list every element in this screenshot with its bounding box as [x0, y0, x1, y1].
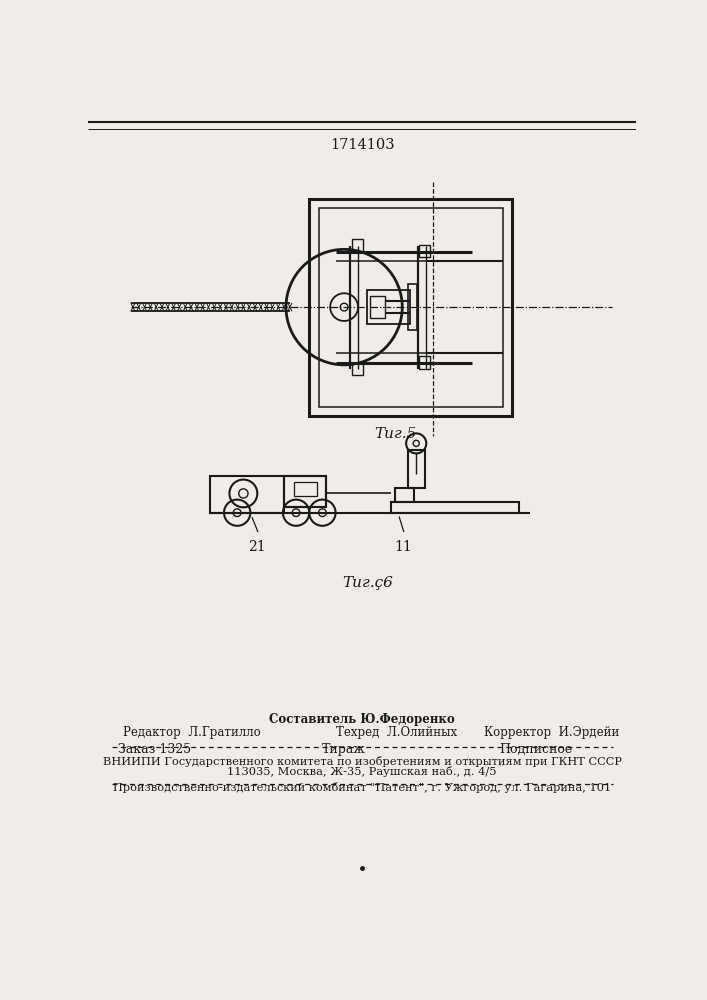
Bar: [210, 476, 284, 513]
Bar: [408, 284, 417, 330]
Bar: [368, 290, 410, 324]
Bar: [319, 208, 503, 407]
Text: Τиг.5: Τиг.5: [374, 427, 416, 441]
Text: Корректор  И.Эрдейи: Корректор И.Эрдейи: [484, 726, 619, 739]
Text: Подписное: Подписное: [499, 743, 573, 756]
Bar: [284, 476, 327, 507]
Text: 113035, Москва, Ж-35, Раушская наб., д. 4/5: 113035, Москва, Ж-35, Раушская наб., д. …: [227, 766, 497, 777]
Bar: [352, 363, 363, 375]
Text: Составитель Ю.Федоренко: Составитель Ю.Федоренко: [269, 713, 455, 726]
Bar: [419, 245, 430, 257]
Text: 21: 21: [249, 540, 266, 554]
Bar: [395, 488, 414, 502]
Bar: [370, 296, 385, 318]
Text: Редактор  Л.Гратилло: Редактор Л.Гратилло: [123, 726, 261, 739]
Text: Производственно-издательский комбинат "Патент", г. Ужгород, ул. Гагарина, 101: Производственно-издательский комбинат "П…: [113, 782, 611, 793]
Bar: [391, 502, 518, 513]
Bar: [293, 482, 317, 496]
Text: 1714103: 1714103: [330, 138, 395, 152]
Bar: [419, 356, 430, 369]
Text: Техред  Л.Олийных: Техред Л.Олийных: [337, 726, 457, 739]
Text: Τиг.ç6: Τиг.ç6: [342, 576, 393, 590]
Text: 11: 11: [394, 540, 412, 554]
Bar: [408, 450, 425, 488]
Text: ВНИИПИ Государственного комитета по изобретениям и открытиям при ГКНТ СССР: ВНИИПИ Государственного комитета по изоб…: [103, 756, 621, 767]
Bar: [352, 239, 363, 252]
Text: Тираж: Тираж: [322, 743, 366, 756]
Bar: [309, 199, 513, 416]
Text: Заказ 1325: Заказ 1325: [118, 743, 191, 756]
